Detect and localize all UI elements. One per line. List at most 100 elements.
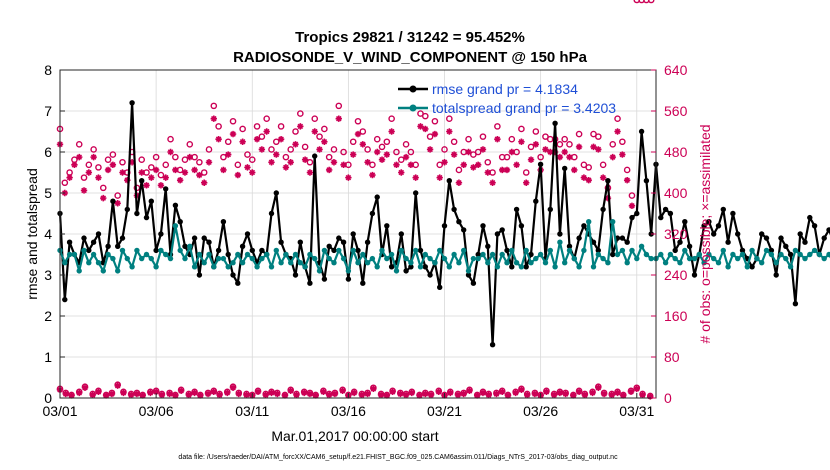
series-point-rmse: [730, 210, 736, 217]
series-point-totalspread: [139, 255, 145, 262]
obs-low-assimilated-marker: [633, 385, 640, 392]
series-point-totalspread: [417, 264, 424, 270]
series-point-rmse: [470, 280, 477, 286]
obs-assimilated-marker: [547, 148, 554, 156]
obs-possible-marker: [119, 158, 126, 166]
obs-assimilated-marker: [523, 179, 530, 186]
obs-possible-marker: [244, 151, 251, 158]
obs-assimilated-marker: [571, 166, 578, 174]
series-point-rmse: [191, 235, 198, 241]
obs-possible-marker: [623, 166, 631, 174]
y-left-tick-label: 7: [44, 103, 52, 119]
series-point-rmse: [480, 223, 486, 229]
series-point-rmse: [437, 284, 443, 290]
series-point-rmse: [533, 198, 539, 204]
obs-assimilated-marker: [234, 171, 242, 179]
series-point-totalspread: [355, 260, 361, 266]
obs-possible-marker: [388, 115, 395, 122]
obs-low-assimilated-marker: [600, 390, 608, 398]
obs-possible-marker: [402, 141, 410, 148]
obs-low-assimilated-marker: [614, 389, 621, 397]
obs-low-assimilated-marker: [370, 385, 377, 392]
obs-possible-marker: [595, 133, 602, 140]
series-point-totalspread: [557, 239, 563, 245]
x-axis: 03/01 03/06 03/11 03/16 03/21 03/26 03/31: [42, 393, 654, 419]
series-point-rmse: [249, 247, 255, 254]
obs-possible-marker: [474, 148, 482, 156]
obs-assimilated-marker: [181, 169, 189, 176]
obs-low-assimilated-marker: [589, 389, 596, 397]
obs-assimilated-marker: [200, 179, 208, 186]
series-point-totalspread: [465, 268, 472, 274]
obs-possible-marker: [417, 110, 424, 117]
series-point-totalspread: [76, 268, 82, 274]
series-point-rmse: [417, 247, 424, 254]
obs-possible-marker: [277, 123, 285, 130]
series-point-totalspread: [807, 251, 813, 258]
obs-possible-marker: [373, 135, 381, 143]
obs-low-assimilated-marker: [158, 391, 166, 399]
obs-assimilated-marker: [85, 169, 93, 176]
obs-low-assimilated-marker: [204, 390, 212, 398]
series-point-rmse: [297, 239, 303, 245]
series-point-rmse: [259, 247, 265, 254]
series-point-rmse: [331, 247, 337, 254]
obs-assimilated-marker: [229, 130, 237, 138]
obs-low-assimilated-marker: [262, 391, 269, 399]
obs-low-assimilated-marker: [493, 390, 500, 398]
obs-possible-marker: [580, 161, 588, 169]
series-point-totalspread: [297, 260, 303, 266]
series-point-rmse: [811, 223, 818, 229]
obs-assimilated-marker: [484, 169, 491, 176]
series-point-totalspread: [725, 264, 731, 270]
obs-possible-marker: [349, 138, 357, 146]
obs-possible-marker: [609, 141, 617, 148]
obs-low-assimilated-marker: [454, 391, 462, 399]
series-point-rmse: [465, 272, 472, 278]
obs-assimilated-marker: [417, 123, 424, 130]
series-point-rmse: [461, 227, 467, 233]
series-point-rmse: [821, 235, 827, 241]
obs-low-assimilated-marker: [479, 389, 487, 397]
obs-low-assimilated-marker: [422, 390, 429, 398]
series-point-rmse: [489, 342, 496, 348]
series-point-totalspread: [340, 255, 347, 262]
series-point-rmse: [566, 243, 573, 249]
obs-possible-marker: [407, 148, 415, 156]
obs-low-assimilated-marker: [152, 388, 160, 396]
series-point-totalspread: [119, 247, 126, 254]
series-point-totalspread: [513, 260, 520, 266]
obs-low-assimilated-marker: [416, 392, 423, 399]
series-point-rmse: [369, 210, 376, 217]
series-point-totalspread: [336, 247, 342, 254]
obs-possible-marker: [61, 179, 69, 187]
obs-assimilated-marker: [277, 135, 285, 143]
series-point-rmse: [576, 235, 582, 241]
series-point-totalspread: [821, 255, 827, 262]
obs-possible-marker: [229, 117, 237, 125]
obs-possible-marker: [167, 135, 174, 143]
obs-assimilated-marker: [407, 161, 415, 169]
series-point-totalspread: [499, 251, 505, 258]
obs-assimilated-marker: [527, 156, 535, 163]
series-point-totalspread: [658, 251, 664, 258]
obs-possible-marker: [465, 135, 472, 143]
obs-assimilated-marker: [503, 166, 511, 174]
obs-assimilated-marker: [590, 143, 597, 151]
obs-possible-marker: [431, 117, 439, 125]
obs-assimilated-marker: [450, 151, 458, 158]
series-point-rmse: [326, 243, 332, 249]
obs-assimilated-marker: [220, 166, 227, 174]
series-point-rmse: [163, 186, 169, 192]
obs-low-assimilated-marker: [518, 386, 525, 393]
y-right-tick-label: 80: [664, 349, 680, 365]
series-point-totalspread: [163, 251, 169, 258]
series-point-rmse: [446, 178, 452, 184]
series-point-totalspread: [134, 247, 140, 254]
obs-assimilated-marker: [388, 128, 395, 135]
obs-possible-marker: [556, 141, 564, 148]
obs-low-assimilated-marker: [466, 387, 473, 395]
obs-low-assimilated-marker: [300, 389, 308, 397]
obs-low-assimilated-marker: [620, 392, 627, 399]
series-point-rmse: [494, 231, 501, 237]
